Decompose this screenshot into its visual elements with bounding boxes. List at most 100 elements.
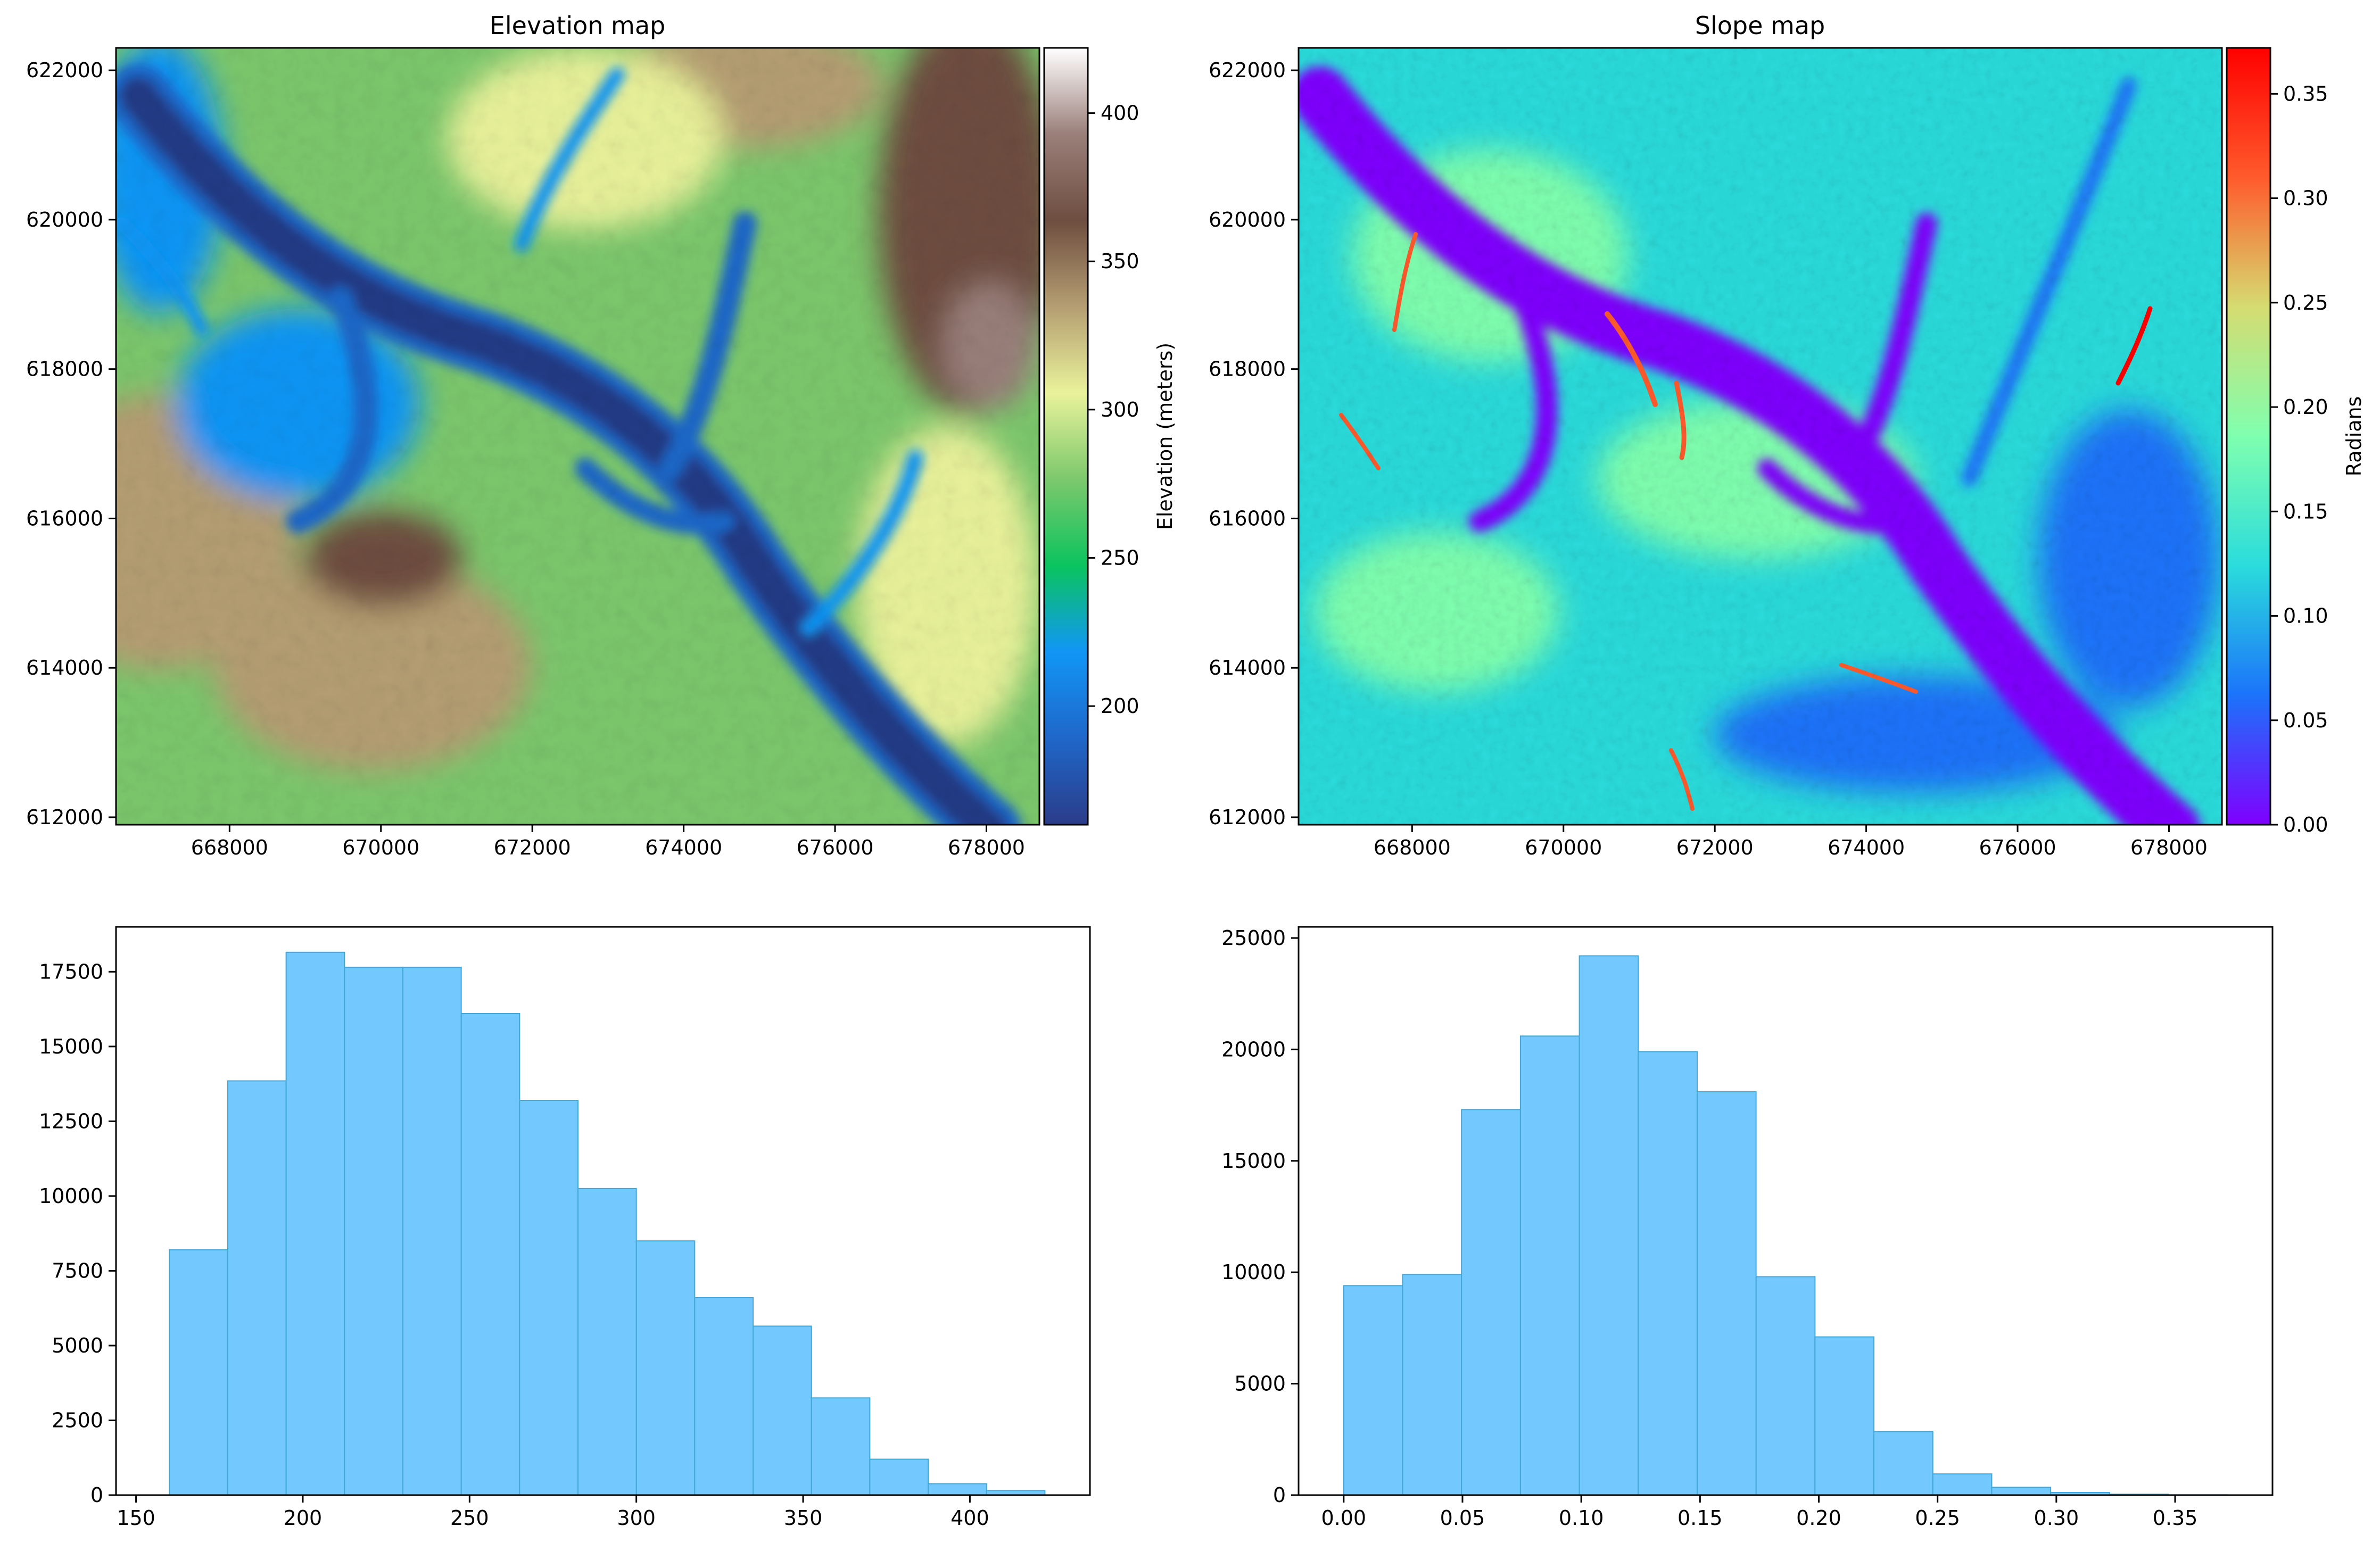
y-tick-label: 15000 (1221, 1149, 1286, 1173)
colorbar-tick-label: 0.25 (2283, 291, 2328, 314)
x-tick-label: 672000 (494, 836, 571, 859)
y-tick-label: 616000 (1209, 507, 1286, 530)
histogram-bar (694, 1297, 754, 1496)
histogram-bar (402, 966, 462, 1496)
elevation-raster (116, 48, 1039, 825)
y-tick-label: 5000 (52, 1334, 103, 1357)
x-tick-label: 200 (284, 1506, 323, 1530)
y-tick-label: 0 (90, 1483, 103, 1507)
x-tick-label: 0.05 (1440, 1506, 1485, 1530)
histogram-bar (1873, 1431, 1933, 1496)
elevation-histogram-x-axis: 150 200 250 300 350 400 (117, 1495, 989, 1530)
histogram-bar (1991, 1487, 2052, 1496)
slope-colorbar (2227, 48, 2270, 825)
x-tick-label: 0.30 (2034, 1506, 2079, 1530)
y-tick-label: 17500 (39, 960, 103, 983)
y-tick-label: 622000 (1209, 59, 1286, 82)
y-tick-label: 612000 (26, 806, 103, 829)
elevation-frame (115, 47, 1040, 826)
x-tick-label: 0.15 (1677, 1506, 1723, 1530)
slope-histogram-x-axis: 0.00 0.05 0.10 0.15 0.20 0.25 0.30 0.35 (1321, 1495, 2198, 1530)
x-tick-label: 668000 (1374, 836, 1451, 859)
histogram-bar (577, 1188, 637, 1496)
slope-colorbar-ticks: 0.00 0.05 0.10 0.15 0.20 0.25 0.30 0.35 (2270, 82, 2328, 836)
y-tick-label: 10000 (39, 1184, 103, 1208)
x-tick-label: 668000 (191, 836, 268, 859)
x-tick-label: 670000 (342, 836, 419, 859)
colorbar-tick-label: 200 (1101, 694, 1139, 718)
slope-x-axis: 668000 670000 672000 674000 676000 678000 (1374, 825, 2208, 859)
x-tick-label: 674000 (645, 836, 722, 859)
colorbar-tick-label: 300 (1101, 398, 1139, 421)
slope-histogram-panel: 0.00 0.05 0.10 0.15 0.20 0.25 0.30 0.35 0 5000 10… (1221, 926, 2274, 1530)
y-tick-label: 2500 (52, 1408, 103, 1432)
x-tick-label: 0.10 (1559, 1506, 1604, 1530)
y-tick-label: 620000 (1209, 208, 1286, 231)
y-tick-label: 12500 (39, 1109, 103, 1133)
histogram-bar (753, 1325, 812, 1496)
x-tick-label: 150 (117, 1506, 155, 1530)
elevation-histogram-y-axis: 0 2500 5000 7500 10000 12500 15000 17500 (39, 960, 116, 1507)
colorbar-tick-label: 0.10 (2283, 604, 2328, 628)
colorbar-tick-label: 0.05 (2283, 709, 2328, 732)
elevation-colorbar-label: Elevation (meters) (1153, 343, 1177, 530)
elevation-colorbar-ticks: 200 250 300 350 400 (1088, 102, 1139, 718)
histogram-bar (869, 1458, 929, 1496)
histogram-bar (285, 951, 345, 1496)
slope-histogram-y-axis: 0 5000 10000 15000 20000 25000 (1221, 926, 1299, 1507)
y-tick-label: 15000 (39, 1035, 103, 1058)
elevation-map-title: Elevation map (490, 11, 666, 40)
slope-y-axis: 612000 614000 616000 618000 620000 622000 (1209, 59, 1299, 829)
x-tick-label: 676000 (796, 836, 873, 859)
x-tick-label: 0.20 (1796, 1506, 1841, 1530)
x-tick-label: 678000 (2130, 836, 2208, 859)
colorbar-tick-label: 0.20 (2283, 395, 2328, 419)
colorbar-tick-label: 0.15 (2283, 500, 2328, 523)
histogram-bar (227, 1080, 287, 1496)
y-tick-label: 616000 (26, 507, 103, 530)
y-tick-label: 5000 (1234, 1372, 1286, 1396)
slope-histogram-frame (1298, 926, 2274, 1496)
colorbar-tick-label: 0.00 (2283, 813, 2328, 836)
histogram-bar (519, 1100, 579, 1496)
slope-raster (1299, 48, 2222, 825)
y-tick-label: 10000 (1221, 1260, 1286, 1284)
slope-map-title: Slope map (1695, 11, 1825, 40)
y-tick-label: 7500 (52, 1259, 103, 1282)
slope-frame (1298, 47, 2223, 826)
y-tick-label: 20000 (1221, 1038, 1286, 1061)
x-tick-label: 0.35 (2153, 1506, 2198, 1530)
elevation-histogram-frame (115, 926, 1091, 1496)
x-tick-label: 300 (617, 1506, 656, 1530)
colorbar-tick-label: 250 (1101, 546, 1139, 569)
colorbar-tick-label: 400 (1101, 102, 1139, 125)
y-tick-label: 25000 (1221, 926, 1286, 950)
x-tick-label: 0.00 (1321, 1506, 1367, 1530)
slope-histogram-bars (1343, 955, 2228, 1496)
slope-map-panel: Slope map (1209, 11, 2366, 859)
elevation-x-axis: 668000 670000 672000 674000 676000 678000 (191, 825, 1025, 859)
elevation-histogram-bars (169, 951, 1046, 1496)
histogram-bar (1696, 1091, 1757, 1496)
elevation-hillshade (116, 48, 1039, 825)
slope-texture (1299, 48, 2222, 825)
histogram-bar (1519, 1035, 1580, 1496)
histogram-bar (1755, 1276, 1816, 1496)
x-tick-label: 400 (951, 1506, 989, 1530)
x-tick-label: 672000 (1676, 836, 1754, 859)
y-tick-label: 614000 (1209, 656, 1286, 679)
histogram-bar (811, 1397, 871, 1496)
x-tick-label: 676000 (1979, 836, 2056, 859)
colorbar-tick-label: 0.30 (2283, 187, 2328, 210)
elevation-colorbar (1044, 48, 1088, 825)
histogram-bar (169, 1249, 228, 1496)
slope-colorbar-label: Radians (2342, 396, 2366, 477)
y-tick-label: 618000 (1209, 358, 1286, 381)
slope-colorbar-frame (2226, 47, 2271, 826)
y-tick-label: 622000 (26, 59, 103, 82)
histogram-bar (344, 966, 403, 1496)
elevation-histogram-panel: 150 200 250 300 350 400 0 2500 5000 7500 10000 125… (39, 926, 1091, 1530)
y-tick-label: 620000 (26, 208, 103, 231)
histogram-bar (1343, 1285, 1403, 1496)
